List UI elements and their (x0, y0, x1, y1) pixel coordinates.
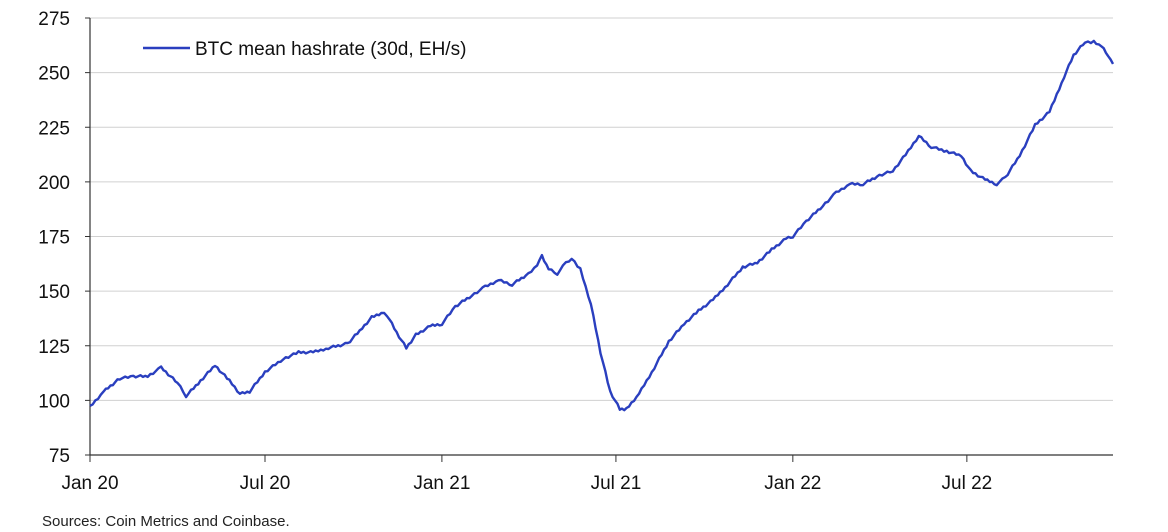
x-tick-label: Jul 22 (942, 473, 993, 494)
y-tick-label: 200 (38, 173, 70, 194)
legend-label: BTC mean hashrate (30d, EH/s) (195, 39, 466, 60)
x-tick-label: Jul 20 (240, 473, 291, 494)
x-tick-label: Jan 21 (413, 473, 470, 494)
source-note: Sources: Coin Metrics and Coinbase. (42, 513, 290, 530)
y-tick-label: 225 (38, 118, 70, 139)
y-axis-ticks: 75 100 125 150 175 200 225 250 275 (38, 9, 90, 467)
y-tick-label: 175 (38, 228, 70, 249)
y-tick-label: 275 (38, 9, 70, 30)
x-tick-label: Jan 22 (764, 473, 821, 494)
x-axis: Jan 20 Jul 20 Jan 21 Jul 21 Jan 22 Jul 22 (61, 18, 1113, 494)
legend: BTC mean hashrate (30d, EH/s) (143, 39, 466, 60)
y-tick-label: 150 (38, 282, 70, 303)
y-tick-label: 75 (49, 446, 70, 467)
x-tick-label: Jul 21 (591, 473, 642, 494)
series-line (89, 39, 1115, 412)
gridlines (90, 17, 1113, 401)
y-tick-label: 125 (38, 337, 70, 358)
series-group (89, 39, 1115, 412)
y-tick-label: 250 (38, 64, 70, 85)
y-tick-label: 100 (38, 391, 70, 412)
x-tick-label: Jan 20 (61, 473, 118, 494)
